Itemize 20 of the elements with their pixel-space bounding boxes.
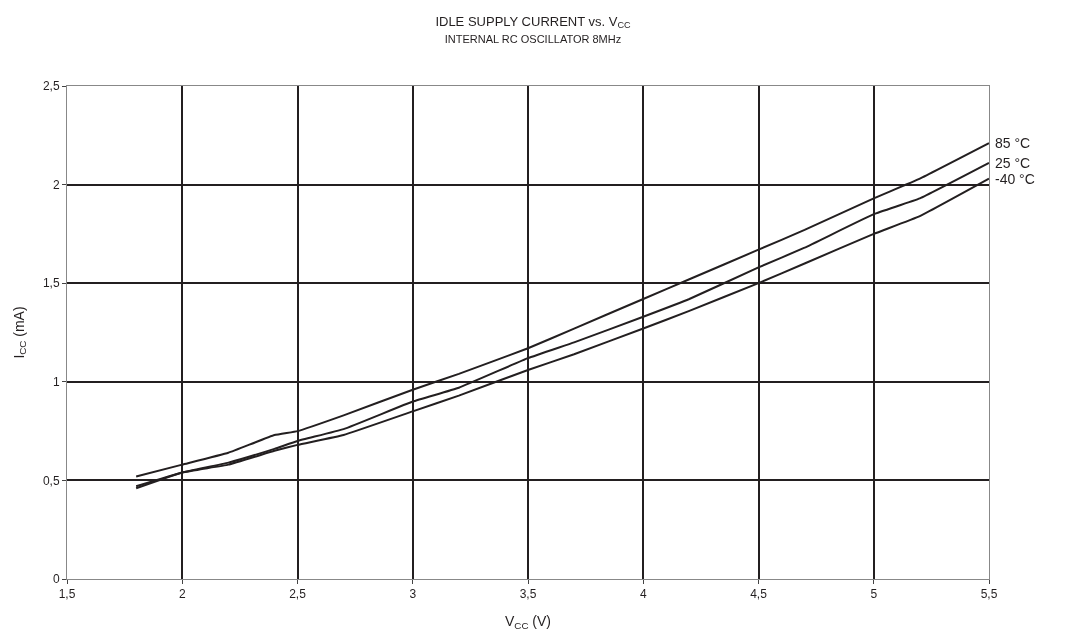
x-tick-label: 3,5	[519, 587, 537, 602]
x-tick-label: 4,5	[750, 587, 768, 602]
y-tick-label: 1,5	[42, 276, 60, 291]
chart-subtitle: INTERNAL RC OSCILLATOR 8MHz	[444, 32, 622, 45]
x-tick-label: 5,5	[980, 587, 998, 602]
y-tick-label: 2	[52, 177, 60, 192]
x-tick-label: 2	[178, 587, 186, 602]
x-axis-title: V$_{CC}$ (V)	[504, 612, 552, 631]
x-tick-label: 4	[639, 587, 647, 602]
x-tick-label: 2,5	[289, 587, 307, 602]
x-tick-label: 3	[409, 587, 417, 602]
y-tick-label: 1	[52, 375, 60, 389]
series-label: 25 °C	[995, 155, 1031, 171]
series-label: -40 °C	[995, 171, 1035, 187]
y-tick-label: 0,5	[42, 473, 60, 488]
y-tick-label: 2,5	[42, 79, 60, 94]
x-tick-label: 5	[870, 587, 878, 602]
chart-title: IDLE SUPPLY CURRENT vs. V$_{CC}$	[435, 13, 632, 31]
y-tick-label: 0	[52, 572, 60, 587]
series-label: 85 °C	[995, 135, 1031, 151]
